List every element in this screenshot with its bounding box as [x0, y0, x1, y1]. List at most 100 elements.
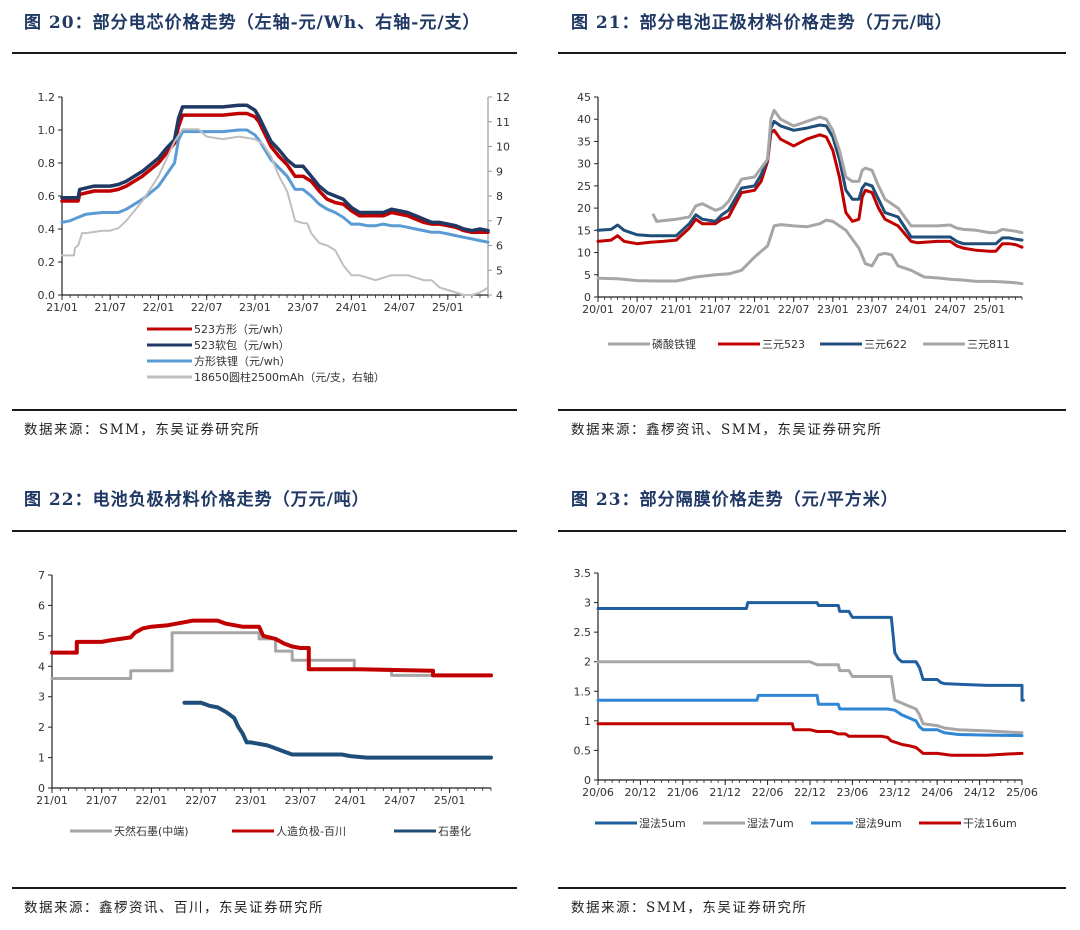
x-tick-label: 23/12	[879, 786, 911, 799]
x-tick-label: 20/07	[621, 303, 653, 316]
x-tick-label: 24/01	[336, 301, 368, 314]
y2-tick-label: 8	[496, 190, 503, 203]
y2-tick-label: 5	[496, 264, 503, 277]
x-tick-label: 25/01	[434, 794, 466, 807]
x-tick-label: 23/01	[817, 303, 849, 316]
x-tick-label: 21/01	[660, 303, 692, 316]
y-tick-label: 1.0	[38, 124, 56, 137]
y2-tick-label: 4	[496, 289, 503, 302]
x-tick-label: 22/12	[794, 786, 826, 799]
x-tick-label: 25/01	[432, 301, 464, 314]
y-tick-label: 45	[577, 91, 591, 104]
x-tick-label: 20/06	[582, 786, 614, 799]
series-line-4	[651, 108, 1024, 235]
y-tick-label: 3	[38, 691, 45, 704]
figure-20-top-rule	[12, 52, 517, 54]
y-tick-label: 0.8	[38, 157, 56, 170]
legend-label: 三元811	[967, 338, 1010, 351]
x-tick-label: 21/01	[46, 301, 78, 314]
chart-20-cell-prices: 0.0 0.2 0.4 0.6 0.8 1.0 1.2 4 5 6 7 8 9 10 11 12 21/01 21…	[38, 91, 511, 384]
y2-tick-label: 9	[496, 165, 503, 178]
figure-20-title: 图 20：部分电芯价格走势（左轴-元/Wh、右轴-元/支）	[24, 13, 481, 33]
figure-21-bottom-rule	[558, 409, 1066, 411]
legend-label: 磷酸铁锂	[652, 337, 696, 351]
series-line-3	[60, 128, 490, 244]
series-line-3	[596, 693, 1024, 738]
x-tick-label: 23/07	[287, 301, 319, 314]
figure-22-top-rule	[12, 530, 517, 532]
legend-label: 湿法5um	[639, 816, 686, 830]
y-tick-label: 0	[38, 782, 45, 795]
y-tick-label: 20	[577, 202, 591, 215]
chart-21-cathode-prices: 0 5 10 15 20 25 30 35 40 45 20/01 20/07 21/01 21/07 22…	[577, 91, 1024, 351]
legend-label: 石墨化	[438, 824, 471, 838]
x-tick-label: 23/01	[239, 301, 271, 314]
series-line-2	[50, 618, 493, 678]
x-tick-label: 21/07	[700, 303, 732, 316]
x-tick-label: 25/01	[974, 303, 1006, 316]
figure-20-source: 数据来源：SMM，东吴证券研究所	[24, 422, 261, 438]
x-tick-label: 24/06	[921, 786, 953, 799]
legend-label: 三元622	[864, 338, 907, 351]
y-tick-label: 0.2	[38, 256, 56, 269]
figure-23-title: 图 23：部分隔膜价格走势（元/平方米）	[571, 490, 899, 510]
x-tick-label: 22/07	[191, 301, 223, 314]
figure-20-bottom-rule	[12, 409, 517, 411]
legend-label: 18650圆柱2500mAh（元/支，右轴）	[194, 370, 385, 384]
x-tick-label: 24/07	[384, 794, 416, 807]
y-tick-label: 2	[584, 656, 591, 669]
chart-22-anode-prices: 0 1 2 3 4 5 6 7 21/01 21/07 22/01 22/07 23/01 23/07 24…	[36, 569, 493, 838]
x-tick-label: 21/07	[94, 301, 126, 314]
series-line-4	[61, 128, 489, 296]
x-tick-label: 25/06	[1006, 786, 1038, 799]
x-tick-label: 23/06	[837, 786, 869, 799]
series-line-3	[182, 700, 493, 760]
y-tick-label: 15	[577, 224, 591, 237]
x-tick-label: 22/01	[739, 303, 771, 316]
y2-tick-label: 7	[496, 215, 503, 228]
x-tick-label: 23/07	[856, 303, 888, 316]
x-tick-label: 24/07	[934, 303, 966, 316]
x-tick-label: 23/07	[285, 794, 317, 807]
y-tick-label: 3	[584, 597, 591, 610]
y-tick-label: 0.5	[574, 744, 592, 757]
y-tick-label: 4	[38, 660, 45, 673]
x-tick-label: 24/01	[895, 303, 927, 316]
series-line-3	[596, 119, 1024, 246]
figure-22-source: 数据来源：鑫椤资讯、百川，东吴证券研究所	[24, 900, 324, 916]
y-tick-label: 0.0	[38, 289, 56, 302]
figure-23-bottom-rule	[558, 887, 1066, 889]
series-line-2	[596, 128, 1024, 253]
y-tick-label: 6	[38, 599, 45, 612]
y-tick-label: 0.6	[38, 190, 56, 203]
y-tick-label: 25	[577, 180, 591, 193]
legend-label: 天然石墨(中端)	[114, 824, 189, 838]
series-line-2	[596, 660, 1024, 735]
figure-22-bottom-rule	[12, 887, 517, 889]
series-line-2	[60, 103, 490, 233]
series-line-1	[596, 601, 1025, 702]
legend-label: 三元523	[762, 338, 805, 351]
series-line-1	[60, 111, 490, 235]
y-tick-label: 1	[584, 715, 591, 728]
legend-label: 方形铁锂（元/wh）	[194, 354, 291, 368]
series-line-4	[596, 722, 1024, 757]
figure-23-source: 数据来源：SMM，东吴证券研究所	[571, 900, 808, 916]
y2-tick-label: 11	[496, 116, 510, 129]
figure-23-top-rule	[558, 530, 1066, 532]
y2-tick-label: 6	[496, 240, 503, 253]
y2-tick-label: 12	[496, 91, 510, 104]
x-tick-label: 22/07	[778, 303, 810, 316]
y-tick-label: 0	[584, 774, 591, 787]
y-tick-label: 1.2	[38, 91, 56, 104]
figure-21-top-rule	[558, 52, 1066, 54]
x-tick-label: 21/12	[709, 786, 741, 799]
y-tick-label: 35	[577, 135, 591, 148]
legend-label: 人造负极-百川	[276, 824, 346, 838]
y-tick-label: 0	[584, 291, 591, 304]
y-tick-label: 30	[577, 158, 591, 171]
y-tick-label: 1	[38, 752, 45, 765]
y2-tick-label: 10	[496, 141, 510, 154]
series-line-1	[596, 218, 1024, 286]
x-tick-label: 21/01	[36, 794, 68, 807]
